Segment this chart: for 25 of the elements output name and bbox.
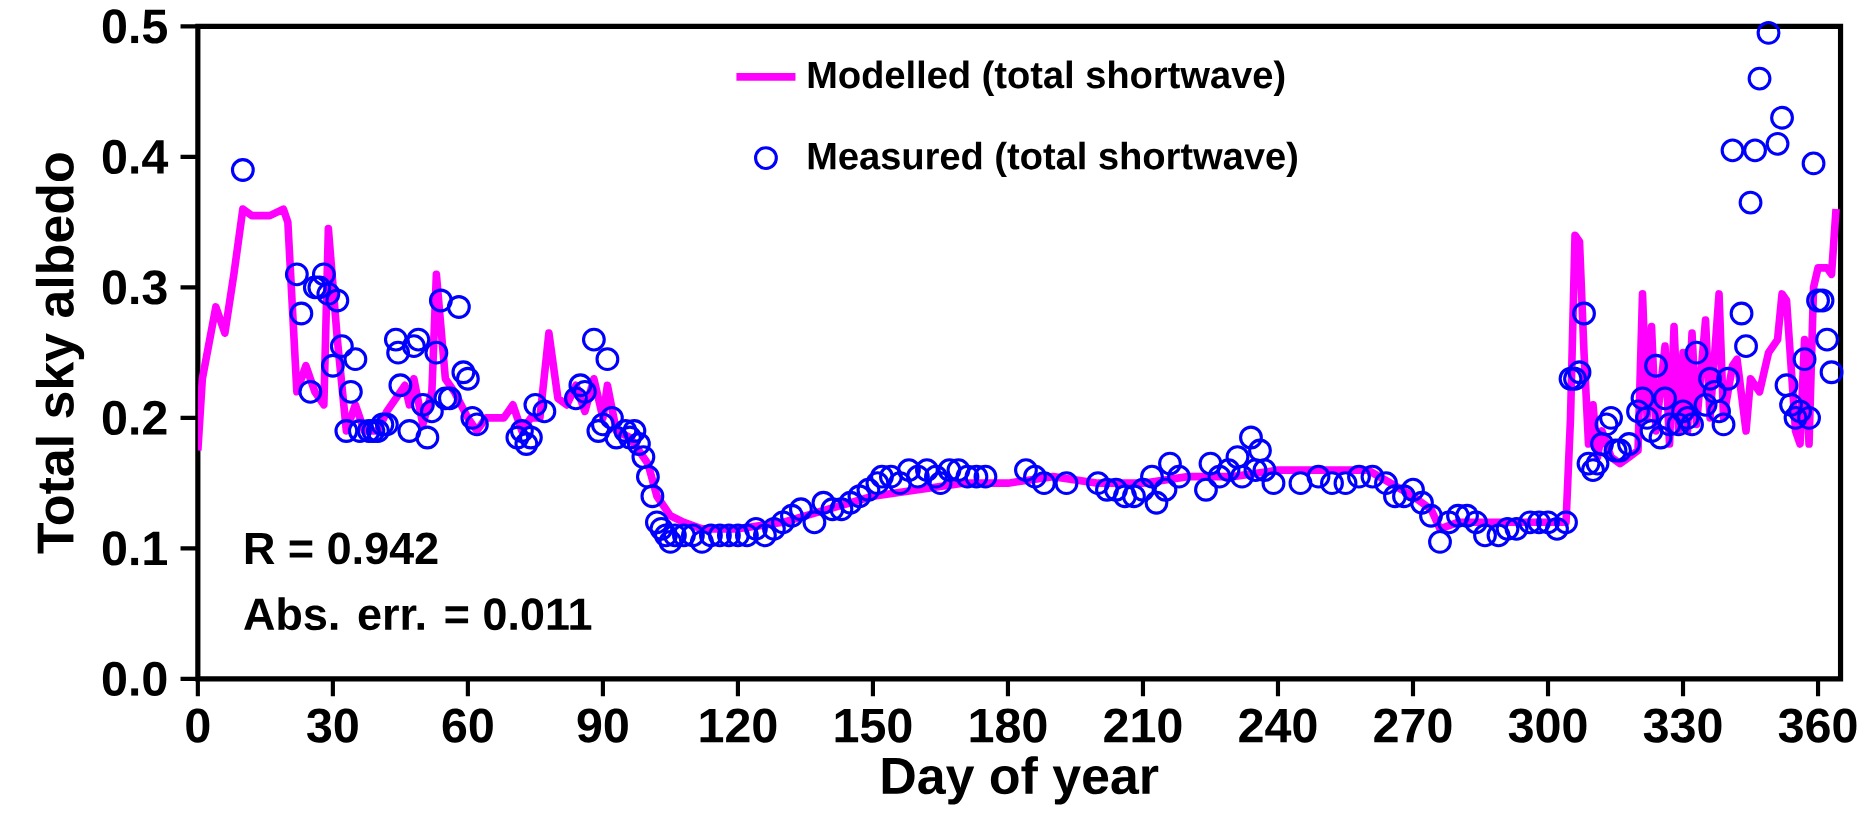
x-tick-label: 330 bbox=[1643, 708, 1722, 743]
x-tick-label: 90 bbox=[577, 708, 628, 743]
annotation: Abs. err. = 0.011 bbox=[244, 597, 592, 631]
x-tick-label: 210 bbox=[1104, 708, 1182, 743]
legend-label: Modelled (total shortwave) bbox=[808, 60, 1285, 96]
x-tick-label: 30 bbox=[307, 708, 358, 743]
x-tick-label: 120 bbox=[700, 708, 777, 743]
x-tick-label: 360 bbox=[1778, 708, 1857, 743]
y-tick-label: 0.2 bbox=[102, 400, 167, 436]
y-tick-label: 0.4 bbox=[102, 139, 169, 175]
y-tick-label: 0.0 bbox=[102, 661, 167, 697]
y-tick-label: 0.3 bbox=[102, 270, 167, 305]
x-tick-label: 180 bbox=[970, 708, 1047, 743]
x-tick-label: 60 bbox=[442, 708, 493, 743]
x-tick-label: 300 bbox=[1508, 708, 1587, 743]
annotation: R = 0.942 bbox=[245, 532, 438, 565]
y-tick-label: 0.5 bbox=[102, 9, 167, 44]
y-axis-title: Total sky albedo bbox=[35, 153, 85, 554]
x-axis-title: Day of year bbox=[882, 756, 1159, 805]
legend-label: Measured (total shortwave) bbox=[808, 141, 1297, 178]
x-tick-label: 0 bbox=[186, 708, 210, 743]
y-tick-label: 0.1 bbox=[102, 531, 167, 566]
x-tick-label: 270 bbox=[1374, 708, 1452, 743]
x-tick-label: 240 bbox=[1239, 708, 1317, 743]
x-tick-label: 150 bbox=[835, 708, 912, 743]
